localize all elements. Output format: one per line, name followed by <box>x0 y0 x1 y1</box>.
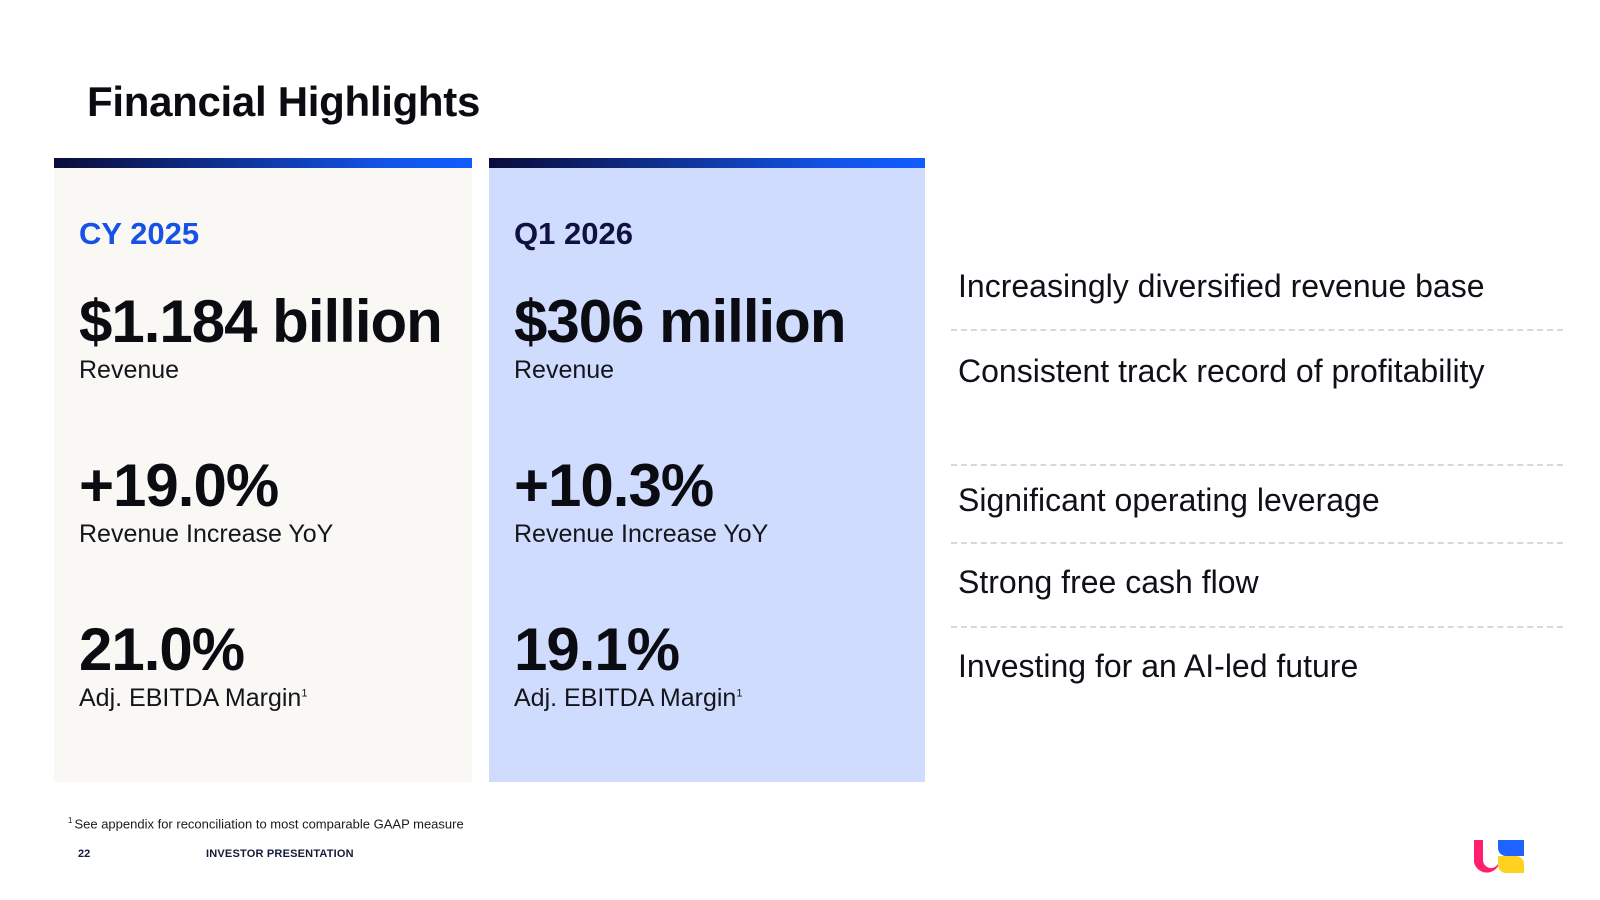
card-period: CY 2025 <box>79 216 200 251</box>
card-period: Q1 2026 <box>514 216 633 251</box>
footnote-text: See appendix for reconciliation to most … <box>74 816 464 832</box>
page-title: Financial Highlights <box>87 78 481 125</box>
card-top-bar <box>489 158 925 168</box>
highlight-item: Strong free cash flow <box>951 544 1563 628</box>
footnote-superscript: 1 <box>736 687 743 700</box>
highlight-item: Consistent track record of profitability <box>951 331 1563 466</box>
footnote-mark: 1 <box>68 816 73 825</box>
metric-margin: 21.0% Adj. EBITDA Margin1 <box>79 620 307 713</box>
card-q1-2026: Q1 2026 $306 million Revenue +10.3% Reve… <box>489 158 925 782</box>
logo-pink-u-shape <box>1474 840 1499 873</box>
highlights-list: Increasingly diversified revenue base Co… <box>951 250 1563 698</box>
highlight-item: Significant operating leverage <box>951 466 1563 544</box>
metric-value: $306 million <box>514 288 846 355</box>
footnote: 1 See appendix for reconciliation to most… <box>68 816 464 831</box>
metric-label-text: Adj. EBITDA Margin <box>79 684 302 712</box>
metric-value: 19.1% <box>514 616 680 683</box>
highlight-item: Increasingly diversified revenue base <box>951 250 1563 331</box>
logo-yellow-shape <box>1498 856 1524 873</box>
metric-label: Revenue Increase YoY <box>514 520 769 548</box>
footnote-superscript: 1 <box>301 687 308 700</box>
metric-margin: 19.1% Adj. EBITDA Margin1 <box>514 620 742 713</box>
metric-value: 21.0% <box>79 616 245 683</box>
card-top-bar <box>54 158 472 168</box>
metric-revenue: $1.184 billion Revenue <box>79 288 443 385</box>
footer-label: INVESTOR PRESENTATION <box>206 848 354 860</box>
metric-label: Revenue <box>514 356 615 384</box>
highlight-item: Investing for an AI-led future <box>958 648 1359 684</box>
metric-revenue: $306 million Revenue <box>514 288 846 385</box>
us-logo-icon <box>1474 840 1524 873</box>
page-number: 22 <box>78 848 91 860</box>
metric-value: $1.184 billion <box>79 288 443 355</box>
card-cy-2025: CY 2025 $1.184 billion Revenue +19.0% Re… <box>54 158 472 782</box>
metric-label: Adj. EBITDA Margin1 <box>79 684 307 713</box>
metric-growth: +10.3% Revenue Increase YoY <box>514 456 768 549</box>
metric-value: +19.0% <box>79 452 279 519</box>
metric-label: Adj. EBITDA Margin1 <box>514 684 742 713</box>
logo-blue-shape <box>1498 840 1524 856</box>
metric-label: Revenue <box>79 356 180 384</box>
metric-label: Revenue Increase YoY <box>79 520 334 548</box>
metric-value: +10.3% <box>514 452 714 519</box>
metric-label-text: Adj. EBITDA Margin <box>514 684 737 712</box>
metric-growth: +19.0% Revenue Increase YoY <box>79 456 333 549</box>
